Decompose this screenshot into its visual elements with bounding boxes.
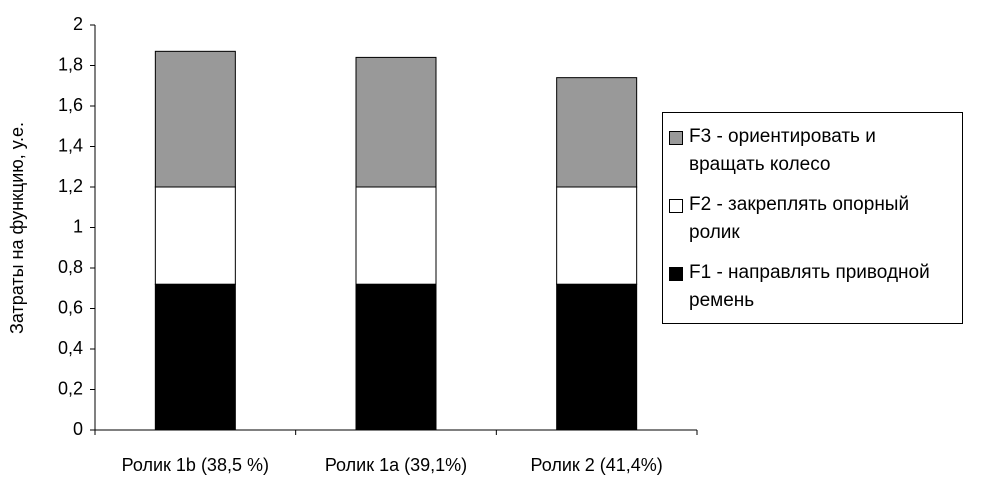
legend-item: F2 - закреплять опорный ролик	[669, 191, 962, 247]
legend: F3 - ориентировать и вращать колесо F2 - …	[662, 112, 963, 324]
y-tick-label: 0	[73, 419, 83, 439]
legend-swatch	[669, 131, 683, 145]
legend-label: F2 - закреплять опорный ролик	[689, 194, 910, 243]
y-axis-label: Затраты на функцию, у.е.	[7, 122, 27, 334]
bar-segment	[556, 77, 638, 188]
legend-item: F3 - ориентировать и вращать колесо	[669, 123, 962, 179]
y-tick-label: 1,2	[58, 176, 83, 196]
y-tick-label: 1,4	[58, 135, 83, 155]
legend-item: F1 - направлять приводной ремень	[669, 259, 962, 315]
bar-segment	[154, 186, 236, 285]
legend-label: F1 - направлять приводной ремень	[689, 262, 930, 311]
legend-swatch	[669, 267, 683, 281]
y-tick-label: 1	[73, 216, 83, 236]
legend-swatch	[669, 199, 683, 213]
y-tick-label: 0,2	[58, 378, 83, 398]
y-tick-label: 1,6	[58, 95, 83, 115]
y-tick-label: 1,8	[58, 54, 83, 74]
bar-segment	[355, 186, 437, 285]
bar-segment	[556, 186, 638, 285]
x-tick-label: Ролик 2 (41,4%)	[531, 455, 663, 475]
bar-segment	[556, 283, 638, 431]
x-tick-label: Ролик 1a (39,1%)	[325, 455, 467, 475]
bar-segment	[154, 283, 236, 431]
y-tick-label: 0,4	[58, 338, 83, 358]
bar-segment	[154, 50, 236, 188]
legend-label: F3 - ориентировать и вращать колесо	[689, 126, 876, 175]
y-tick-label: 0,8	[58, 257, 83, 277]
y-tick-label: 0,6	[58, 297, 83, 317]
y-tick-label: 2	[73, 14, 83, 34]
x-tick-label: Ролик 1b (38,5 %)	[122, 455, 269, 475]
bar-segment	[355, 56, 437, 188]
bar-segment	[355, 283, 437, 431]
